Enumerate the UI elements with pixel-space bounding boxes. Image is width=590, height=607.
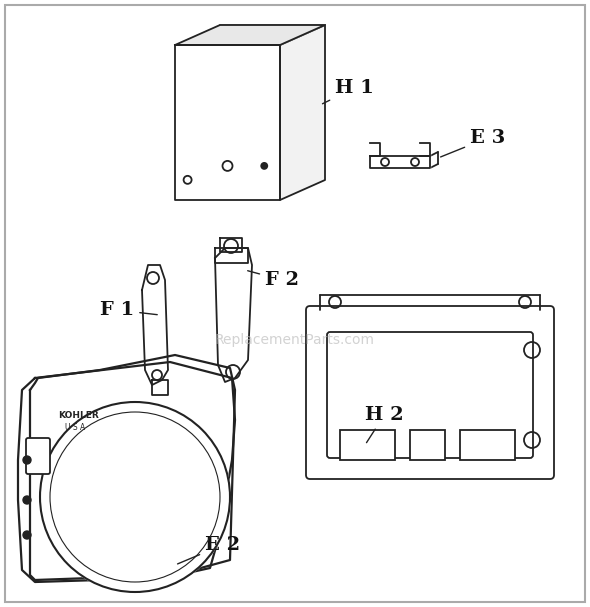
Polygon shape (152, 380, 168, 395)
Circle shape (40, 402, 230, 592)
Polygon shape (370, 156, 430, 168)
Polygon shape (370, 143, 380, 156)
Polygon shape (175, 45, 280, 200)
Text: U S A: U S A (65, 423, 85, 432)
Bar (340, 430, 395, 460)
Polygon shape (280, 25, 325, 200)
Polygon shape (18, 362, 235, 582)
Polygon shape (310, 310, 550, 475)
Polygon shape (30, 355, 235, 580)
Text: ReplacementParts.com: ReplacementParts.com (215, 333, 375, 347)
Text: F 2: F 2 (248, 271, 299, 289)
Bar (410, 430, 445, 460)
Text: E 2: E 2 (178, 536, 240, 564)
FancyBboxPatch shape (306, 306, 554, 479)
Circle shape (23, 456, 31, 464)
Circle shape (23, 496, 31, 504)
FancyBboxPatch shape (26, 438, 50, 474)
Polygon shape (215, 248, 252, 382)
Polygon shape (215, 248, 248, 263)
Bar (460, 430, 515, 460)
FancyBboxPatch shape (327, 332, 533, 458)
Circle shape (23, 531, 31, 539)
Text: H 1: H 1 (323, 79, 374, 104)
Polygon shape (420, 143, 430, 156)
Text: F 1: F 1 (100, 301, 158, 319)
Polygon shape (142, 265, 168, 385)
Text: H 2: H 2 (365, 406, 404, 443)
Text: KOHLER: KOHLER (58, 411, 99, 420)
Polygon shape (220, 238, 242, 252)
Text: E 3: E 3 (441, 129, 505, 157)
Circle shape (261, 163, 267, 169)
Polygon shape (175, 25, 325, 45)
